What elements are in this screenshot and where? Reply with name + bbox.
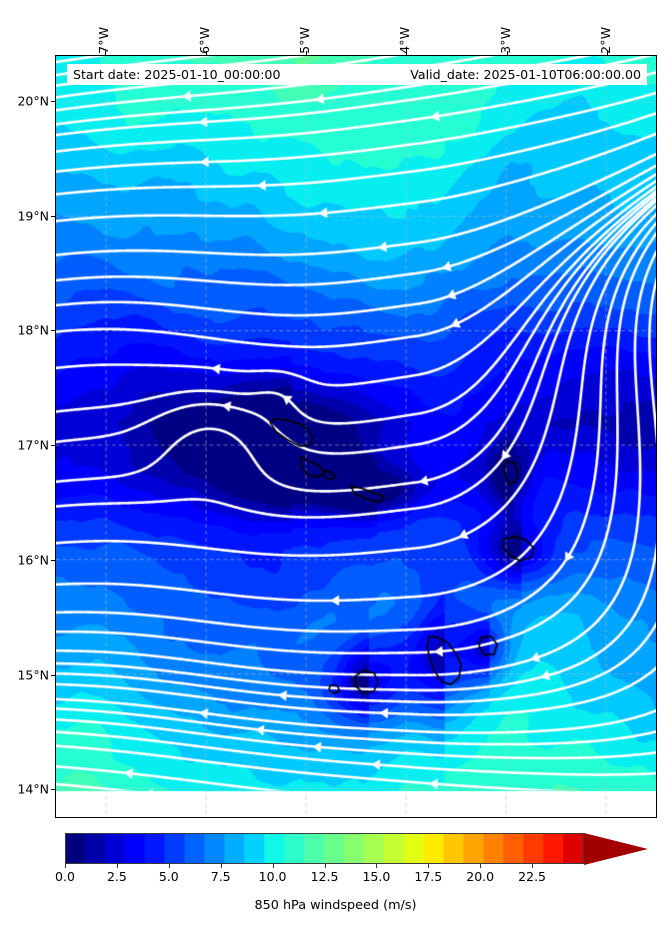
colorbar-extend-max-arrow [584,832,648,865]
y-tick-mark [51,789,55,791]
y-tick-label: 18°N [17,322,49,338]
colorbar-tick-label: 7.5 [210,869,231,884]
colorbar-tick-mark [324,864,326,868]
colorbar-tick-label: 15.0 [362,869,391,884]
x-tick-mark [305,51,307,55]
y-tick-mark [51,674,55,676]
y-tick-label: 16°N [17,552,49,568]
x-tick-mark [406,51,408,55]
colorbar-tick-label: 0.0 [55,869,75,884]
colorbar-tick-mark [376,864,378,868]
y-tick-label: 19°N [17,208,49,224]
colorbar-tick-mark [116,864,118,868]
x-tick-mark [205,51,207,55]
windspeed-contour-map [56,56,656,817]
colorbar-tick-label: 12.5 [310,869,339,884]
y-tick-mark [51,445,55,447]
y-tick-label: 17°N [17,437,49,453]
colorbar-tick-label: 20.0 [466,869,495,884]
colorbar-tick-mark [220,864,222,868]
colorbar-tick-mark [168,864,170,868]
colorbar-tick-mark [65,864,66,868]
y-tick-mark [51,100,55,102]
y-tick-mark [51,559,55,561]
colorbar-tick-mark [532,864,534,868]
colorbar-tick-label: 17.5 [414,869,443,884]
colorbar-axis-label: 850 hPa windspeed (m/s) [254,898,417,913]
colorbar[interactable]: 0.0 2.5 5.0 7.5 10.0 12.5 15.0 17.5 20.0 22.5 [55,832,648,884]
y-tick-mark [51,215,55,217]
colorbar-tick-label: 2.5 [106,869,127,884]
x-tick-mark [105,51,107,55]
colorbar-tick-mark [480,864,482,868]
colorbar-gradient-canvas [66,834,583,863]
colorbar-tick-label: 10.0 [258,869,287,884]
colorbar-tick-mark [272,864,274,868]
colorbar-tick-label: 22.5 [518,869,547,884]
colorbar-tick-label: 5.0 [158,869,179,884]
x-tick-mark [506,51,508,55]
y-tick-label: 20°N [17,93,49,109]
map-plot-area[interactable]: Start date: 2025-01-10_00:00:00 Valid_da… [55,55,657,818]
colorbar-gradient [65,833,584,864]
y-tick-mark [51,330,55,332]
start-date-label: Start date: 2025-01-10_00:00:00 [73,67,281,82]
y-tick-label: 15°N [17,667,49,683]
y-tick-label: 14°N [17,781,49,797]
valid-date-label: Valid_date: 2025-01-10T06:00:00.00 [410,67,641,82]
title-info-box: Start date: 2025-01-10_00:00:00 Valid_da… [67,64,647,85]
x-tick-mark [606,51,608,55]
colorbar-tick-mark [428,864,430,868]
